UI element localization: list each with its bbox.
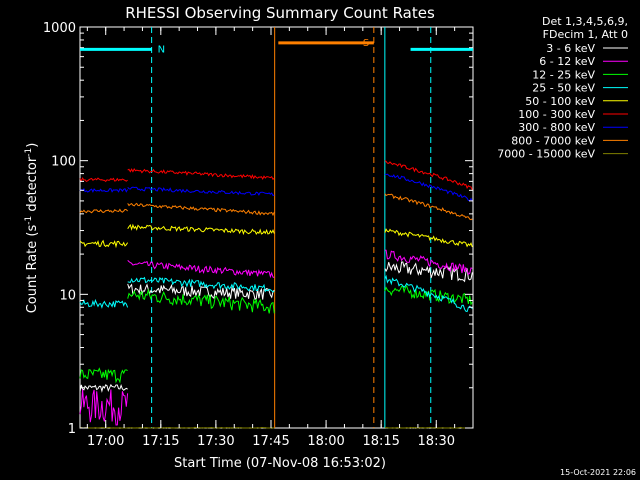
flag-label-S: S: [363, 38, 369, 49]
y-label-sup-2: -1: [24, 148, 34, 157]
series-line: [79, 383, 128, 393]
x-tick-label: 17:15: [142, 434, 179, 449]
series-line: [384, 426, 473, 429]
flag-label-N: N: [158, 44, 165, 55]
legend-header-line-1: Det 1,3,4,5,6,9,: [542, 15, 628, 28]
legend-label: 50 - 100 keV: [525, 95, 595, 108]
legend-header-line-2: FDecim 1, Att 0: [543, 28, 628, 41]
x-tick-label: 18:30: [418, 434, 455, 449]
series-line: [384, 173, 473, 202]
flag-markers: [151, 27, 432, 428]
series-line: [79, 187, 129, 193]
legend-label: 800 - 7000 keV: [511, 134, 595, 147]
legend-label: 6 - 12 keV: [539, 55, 595, 68]
series-layer: [79, 160, 473, 429]
x-tick-label: 17:45: [252, 434, 289, 449]
series-line: [79, 177, 128, 183]
series-line: [384, 160, 473, 191]
legend-label: 12 - 25 keV: [532, 68, 595, 81]
series-line: [384, 261, 473, 283]
render-timestamp: 15-Oct-2021 22:06: [560, 468, 636, 477]
series-line: [384, 249, 473, 276]
series-line: [384, 228, 473, 248]
y-axis-label: Count Rate (s-1 detector-1): [24, 143, 40, 314]
series-line: [127, 276, 275, 293]
y-tick-label: 1000: [43, 21, 76, 36]
series-line: [127, 202, 275, 217]
series-line: [127, 283, 275, 301]
y-label-sup-1: -1: [24, 216, 34, 225]
legend-label: 100 - 300 keV: [518, 108, 595, 121]
series-line: [79, 239, 129, 249]
series-line: [79, 298, 129, 309]
legend-label: 3 - 6 keV: [546, 42, 595, 55]
chart-title: RHESSI Observing Summary Count Rates: [125, 4, 435, 22]
legend: Det 1,3,4,5,6,9, FDecim 1, Att 0 3 - 6 k…: [497, 15, 628, 161]
x-tick-label: 17:30: [197, 434, 234, 449]
plot-area: [79, 26, 474, 429]
flag-bars: NS: [80, 38, 473, 55]
legend-label: 7000 - 15000 keV: [497, 148, 595, 161]
series-line: [127, 260, 275, 279]
series-line: [384, 274, 473, 313]
series-line: [79, 367, 128, 384]
series-line: [127, 168, 275, 181]
y-tick-label: 1: [68, 422, 76, 437]
series-line: [79, 389, 129, 426]
y-label-main: Count Rate (s: [25, 225, 40, 314]
series-line: [127, 223, 275, 236]
y-tick-label: 10: [59, 288, 76, 303]
x-tick-label: 17:00: [87, 434, 124, 449]
series-line: [79, 208, 128, 214]
y-label-mid: detector: [25, 156, 40, 216]
series-line: [384, 193, 473, 221]
x-tick-label: 18:00: [307, 434, 344, 449]
y-label-end: ): [25, 143, 40, 148]
series-line: [127, 186, 275, 197]
legend-label: 25 - 50 keV: [532, 82, 595, 95]
x-axis-label: Start Time (07-Nov-08 16:53:02): [174, 456, 386, 471]
y-tick-label: 100: [51, 155, 76, 170]
plot-frame: [79, 26, 474, 429]
series-line: [127, 426, 275, 429]
series-line: [127, 288, 275, 314]
x-tick-label: 18:15: [362, 434, 399, 449]
legend-label: 300 - 800 keV: [518, 121, 595, 134]
series-line: [384, 285, 473, 306]
axis-ticks: 17:00 17:15 17:30 17:45 18:00 18:15 18:30 1 10 10…: [43, 21, 474, 449]
